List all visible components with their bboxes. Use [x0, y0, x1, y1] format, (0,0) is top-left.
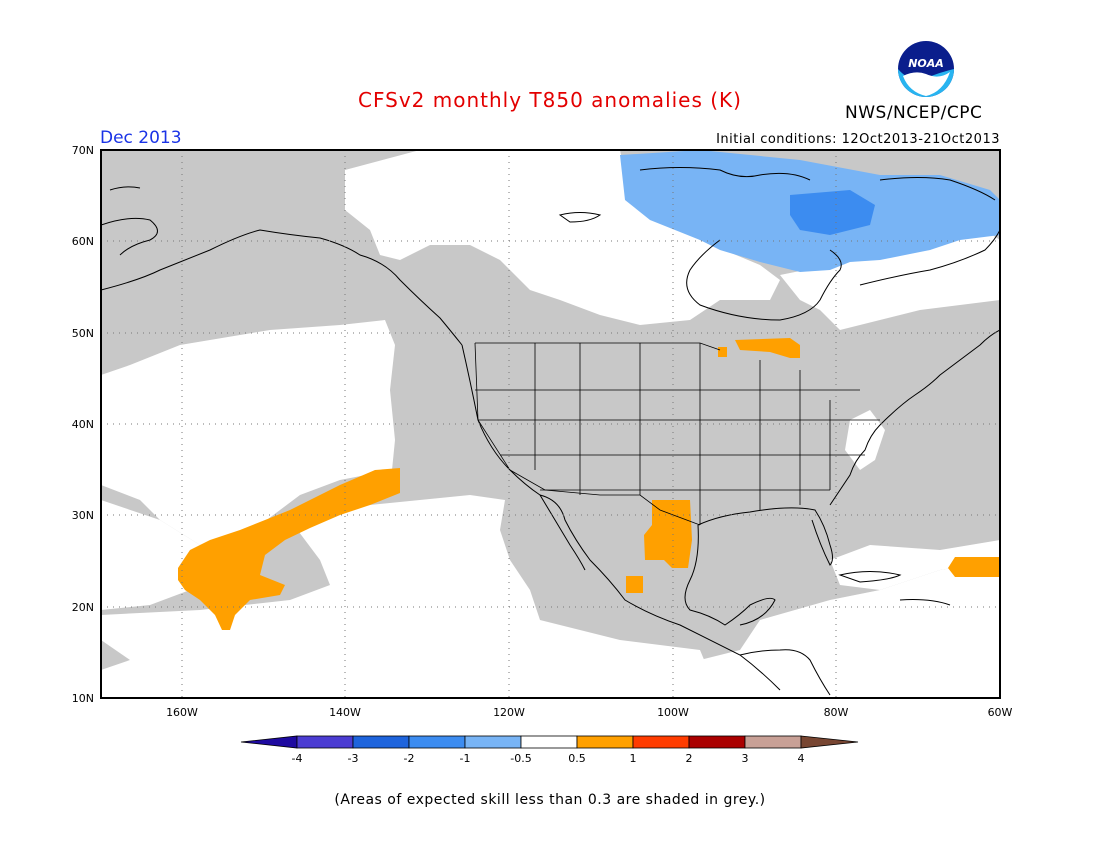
- colorbar-label: -1: [460, 752, 471, 765]
- map-frame: [100, 149, 1001, 699]
- lat-label: 70N: [72, 144, 94, 157]
- colorbar-high-arrow: [800, 735, 859, 749]
- colorbar-segment: [352, 735, 410, 749]
- colorbar-segments: [240, 735, 859, 749]
- colorbar-label: 4: [798, 752, 805, 765]
- colorbar-segment: [408, 735, 466, 749]
- colorbar-label: -3: [348, 752, 359, 765]
- lat-label: 30N: [72, 509, 94, 522]
- colorbar-low-arrow: [240, 735, 298, 749]
- skill-footnote: (Areas of expected skill less than 0.3 a…: [334, 792, 766, 808]
- colorbar-segment: [688, 735, 746, 749]
- longitude-axis: 160W 140W 120W 100W 80W 60W: [166, 706, 1012, 719]
- noaa-logo-text: NOAA: [908, 57, 944, 70]
- neutral-anomaly-regions: [101, 150, 1000, 698]
- lon-label: 140W: [329, 706, 361, 719]
- colorbar-segment: [296, 735, 354, 749]
- noaa-logo: NOAA: [898, 41, 954, 97]
- latitude-axis: 70N 60N 50N 40N 30N 20N 10N: [72, 144, 94, 705]
- colorbar-labels: -4 -3 -2 -1 -0.5 0.5 1 2 3 4: [292, 752, 805, 765]
- lon-label: 60W: [988, 706, 1013, 719]
- colorbar-label: -2: [404, 752, 415, 765]
- lat-label: 10N: [72, 692, 94, 705]
- lat-label: 50N: [72, 327, 94, 340]
- graticule: [101, 150, 1000, 698]
- lon-label: 80W: [824, 706, 849, 719]
- colorbar-segment: [576, 735, 634, 749]
- colorbar-label: -4: [292, 752, 303, 765]
- colorbar-label: 3: [742, 752, 749, 765]
- positive-anomaly-regions: [178, 338, 1000, 630]
- initial-conditions: Initial conditions: 12Oct2013-21Oct2013: [716, 132, 1000, 147]
- colorbar-label: 0.5: [568, 752, 586, 765]
- agency-label: NWS/NCEP/CPC: [845, 103, 983, 123]
- lon-label: 160W: [166, 706, 198, 719]
- lon-label: 120W: [493, 706, 525, 719]
- lat-label: 40N: [72, 418, 94, 431]
- colorbar-label: 2: [686, 752, 693, 765]
- map-title: CFSv2 monthly T850 anomalies (K): [358, 88, 742, 112]
- political-borders: [474, 342, 880, 526]
- colorbar-label: -0.5: [510, 752, 531, 765]
- colorbar-label: 1: [630, 752, 637, 765]
- coastlines: [101, 167, 1000, 696]
- lat-label: 60N: [72, 235, 94, 248]
- colorbar-segment: [520, 735, 578, 749]
- colorbar-segment: [632, 735, 690, 749]
- lon-label: 100W: [657, 706, 689, 719]
- lat-label: 20N: [72, 601, 94, 614]
- colorbar-segment: [464, 735, 522, 749]
- forecast-month: Dec 2013: [100, 128, 182, 148]
- colorbar-segment: [744, 735, 802, 749]
